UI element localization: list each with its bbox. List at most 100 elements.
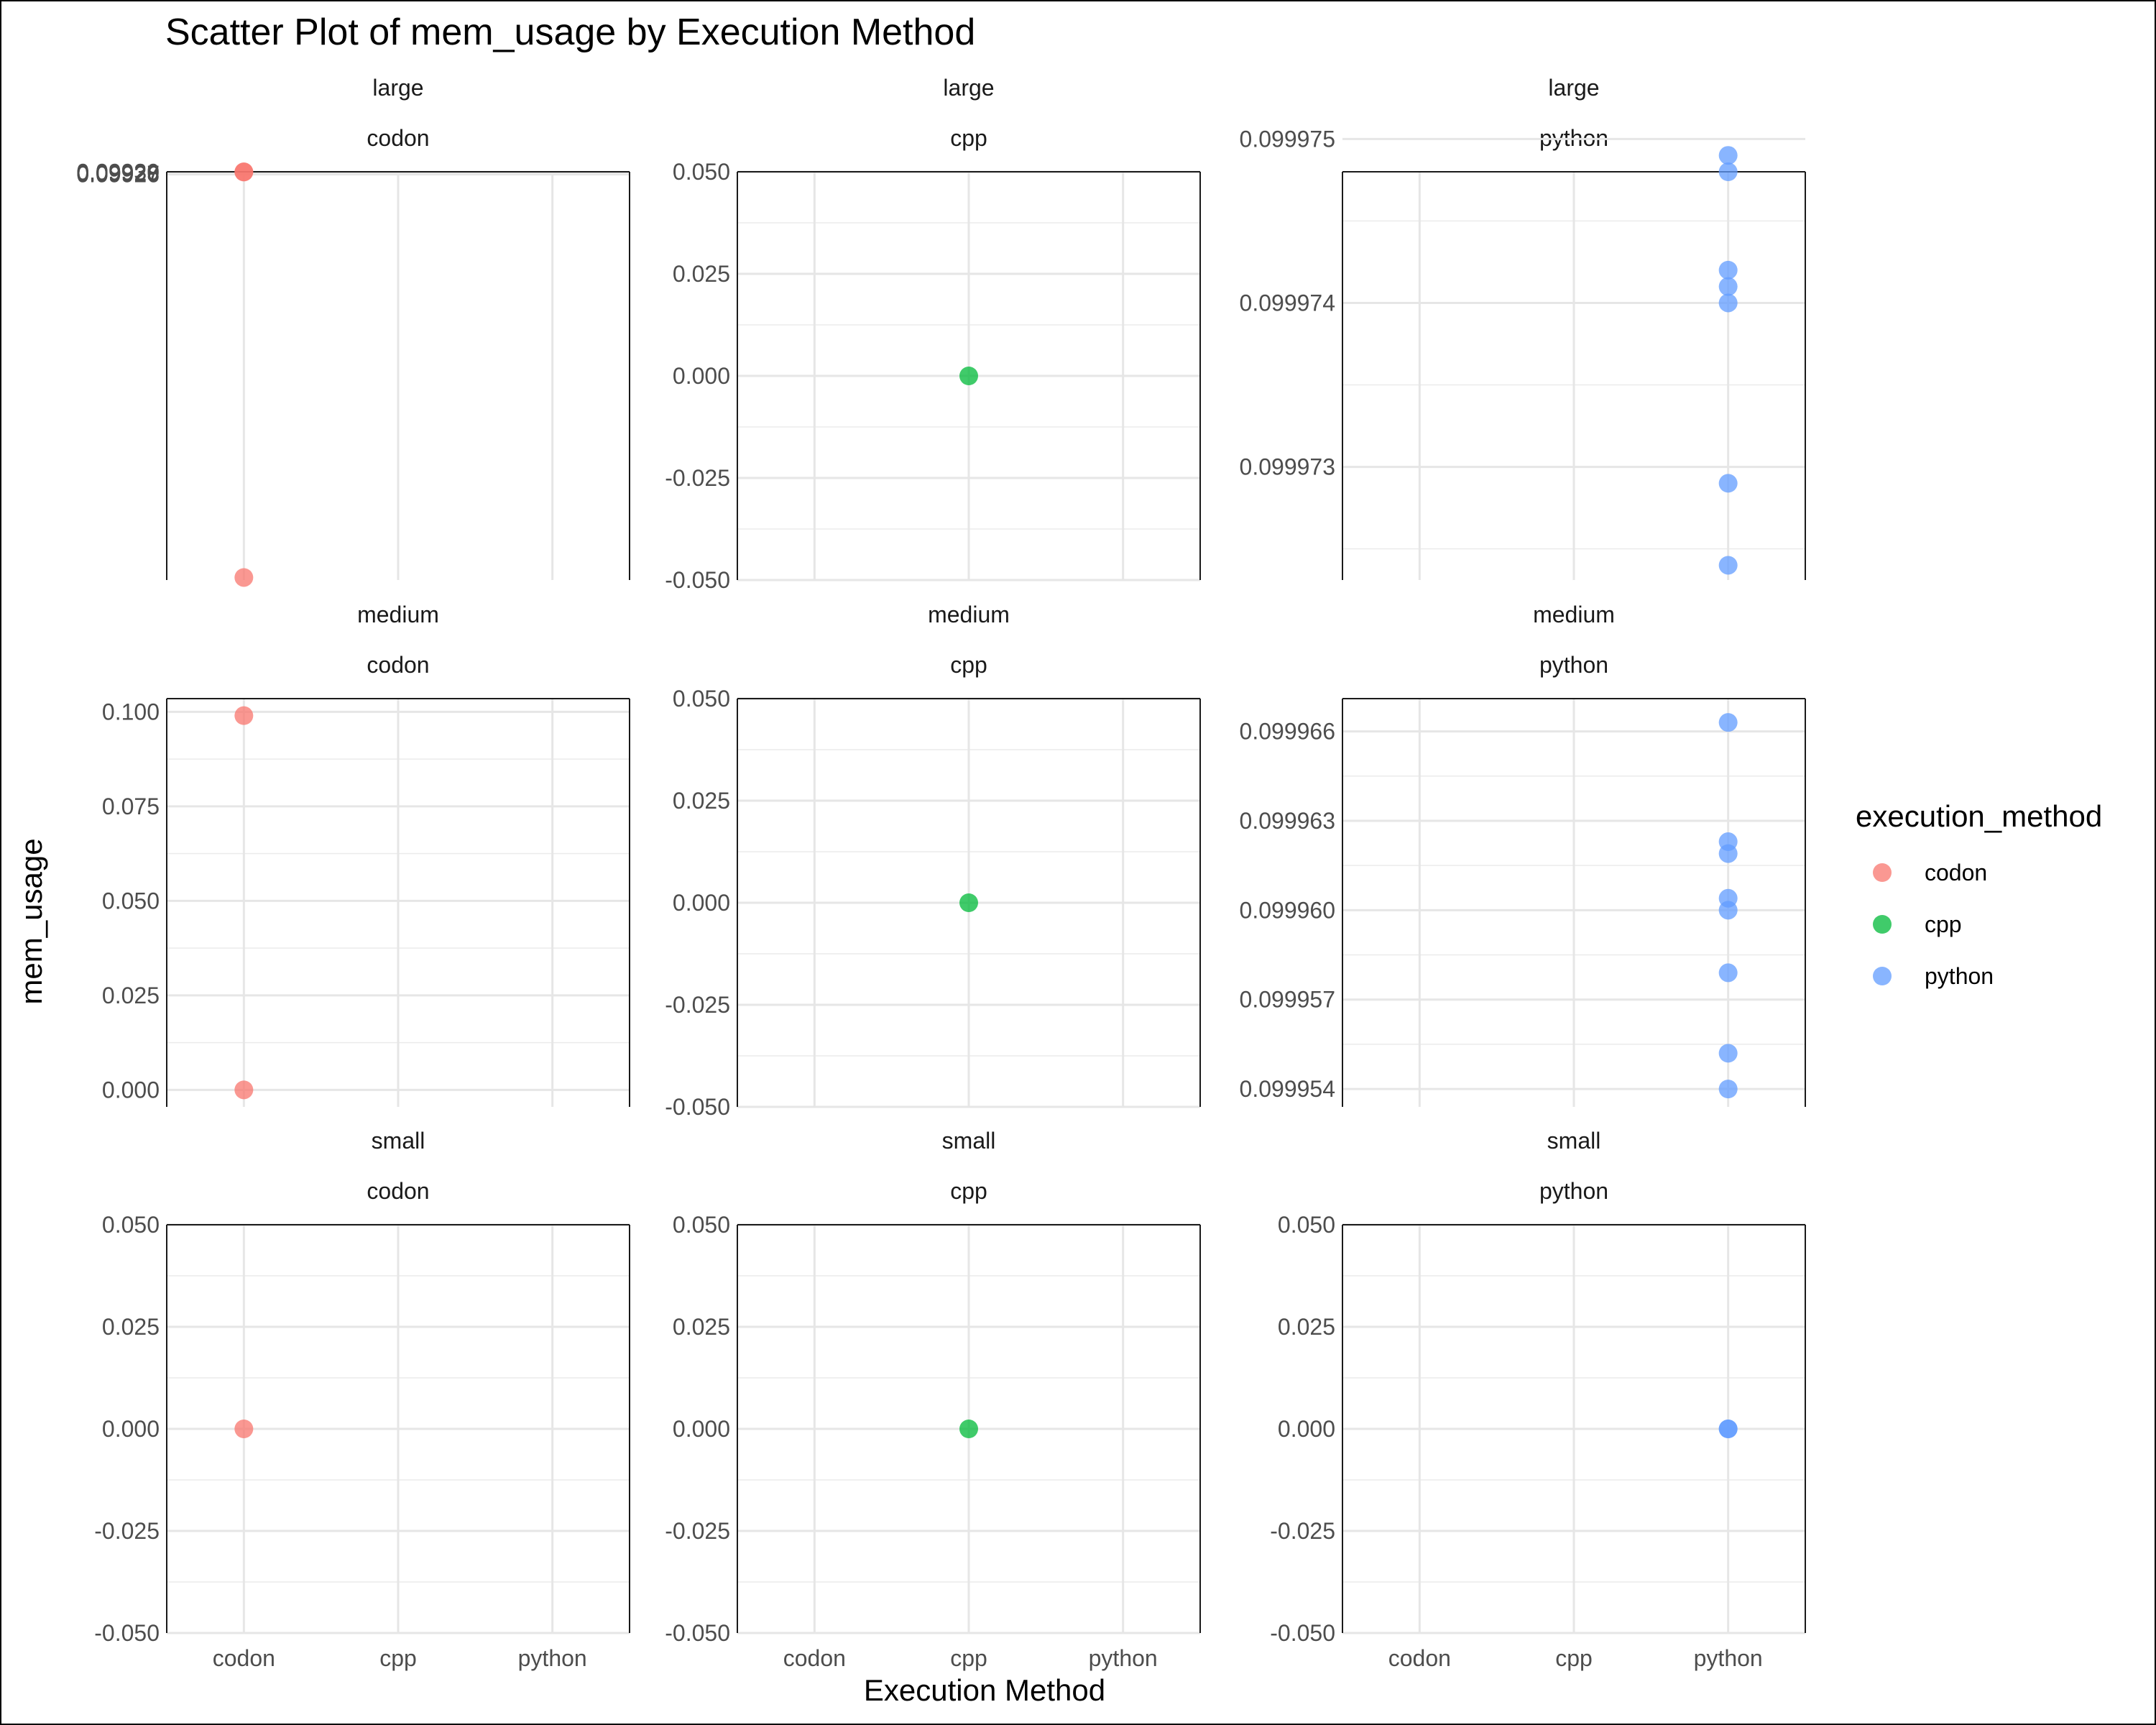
facet-strip-size: small — [1547, 1128, 1601, 1154]
data-point-codon — [234, 706, 254, 725]
y-tick-label: 0.099974 — [1240, 290, 1335, 316]
legend-key-python — [1873, 967, 1892, 985]
facet-strip-size: large — [372, 75, 423, 101]
data-point-codon — [234, 568, 254, 587]
legend-label-python: python — [1925, 963, 1994, 989]
y-tick-label: 0.099963 — [1240, 808, 1335, 834]
data-point-cpp — [959, 367, 978, 385]
x-tick-label: codon — [783, 1645, 846, 1671]
data-point-python — [1718, 1080, 1738, 1099]
legend-key-cpp — [1873, 915, 1892, 934]
y-tick-label: 0.099975 — [1240, 126, 1335, 152]
y-tick-label: 0.000 — [102, 1077, 160, 1103]
y-tick-label: 0.099966 — [1240, 719, 1335, 745]
y-tick-label: 0.050 — [102, 1212, 160, 1238]
y-tick-label: -0.025 — [665, 992, 730, 1018]
data-point-codon — [234, 1420, 254, 1438]
y-tick-label: -0.025 — [665, 465, 730, 491]
data-point-python — [1718, 901, 1738, 920]
facet-strip-method: python — [1539, 652, 1608, 678]
y-tick-label: 0.000 — [673, 363, 730, 389]
facet-strip-size: medium — [357, 602, 439, 627]
data-point-python — [1718, 1420, 1738, 1438]
data-point-codon — [234, 162, 254, 182]
facet-panel-medium-cpp: medium cpp -0.050 -0.025 0.000 0.025 0.050 — [665, 602, 1201, 1120]
facet-strip-size: large — [1548, 75, 1599, 101]
y-tick-label: 0.099973 — [1240, 454, 1335, 480]
facet-strip-method: cpp — [950, 125, 987, 151]
x-tick-label: python — [1694, 1645, 1763, 1671]
x-tick-label: codon — [213, 1645, 275, 1671]
chart-title: Scatter Plot of mem_usage by Execution M… — [165, 12, 975, 53]
x-tick-label: cpp — [1555, 1645, 1593, 1671]
facet-strip-method: python — [1539, 1178, 1608, 1204]
y-tick-label: -0.050 — [665, 1620, 730, 1646]
facet-strip-size: medium — [928, 602, 1010, 627]
facet-strip-size: small — [942, 1128, 996, 1154]
data-point-python — [1718, 844, 1738, 863]
data-point-python — [1718, 162, 1738, 181]
y-tick-label: -0.025 — [1270, 1518, 1335, 1544]
facet-strip-method: codon — [367, 652, 429, 678]
y-tick-label: -0.050 — [94, 1620, 160, 1646]
facet-panel-large-codon: large codon 0.099260.099270.099280.099290.… — [76, 75, 630, 587]
y-tick-label: 0.09927 — [76, 161, 160, 187]
x-tick-label: python — [1089, 1645, 1158, 1671]
y-tick-label: 0.025 — [102, 1314, 160, 1340]
data-point-python — [1718, 963, 1738, 983]
y-tick-label: 0.09930 — [76, 159, 160, 185]
y-tick-label: 0.025 — [673, 1314, 730, 1340]
legend-key-codon — [1873, 863, 1892, 882]
y-tick-label: 0.050 — [673, 1212, 730, 1238]
y-tick-label: 0.099960 — [1240, 897, 1335, 923]
y-tick-label: 0.050 — [102, 888, 160, 914]
y-tick-label: 0.000 — [1278, 1416, 1335, 1442]
y-tick-label: 0.025 — [102, 983, 160, 1008]
facet-grid: largecodon0.099260.099270.099280.099290.… — [76, 75, 1806, 1671]
y-tick-label: 0.09928 — [76, 160, 160, 186]
facet-strip-size: medium — [1533, 602, 1615, 627]
y-tick-label: 0.000 — [673, 1416, 730, 1442]
y-tick-label: -0.025 — [665, 1518, 730, 1544]
facet-panel-small-cpp: small cpp -0.050 -0.025 0.000 0.025 0.050 codon… — [665, 1128, 1201, 1671]
y-tick-label: 0.09929 — [76, 160, 160, 185]
y-tick-label: -0.050 — [665, 1094, 730, 1120]
data-point-python — [1718, 1044, 1738, 1063]
x-tick-label: cpp — [379, 1645, 417, 1671]
y-tick-label: -0.050 — [665, 567, 730, 593]
y-tick-label: 0.075 — [102, 794, 160, 819]
facet-panel-small-python: small python -0.050 -0.025 0.000 0.025 0.050 co… — [1270, 1128, 1806, 1671]
y-tick-label: 0.050 — [1278, 1212, 1335, 1238]
x-tick-label: python — [518, 1645, 587, 1671]
y-tick-label: 0.050 — [673, 686, 730, 712]
y-tick-label: 0.099954 — [1240, 1076, 1335, 1102]
legend: execution_method codon cpp python — [1856, 799, 2102, 989]
legend-title: execution_method — [1856, 799, 2102, 833]
y-tick-label: 0.09926 — [76, 162, 160, 188]
facet-strip-method: cpp — [950, 1178, 987, 1204]
data-point-python — [1718, 474, 1738, 493]
data-point-python — [1718, 713, 1738, 732]
y-tick-label: -0.025 — [94, 1518, 160, 1544]
x-tick-label: cpp — [950, 1645, 987, 1671]
data-point-codon — [234, 1080, 254, 1100]
facet-panel-small-codon: small codon -0.050 -0.025 0.000 0.025 0.050 cod… — [94, 1128, 630, 1671]
y-tick-label: 0.100 — [102, 699, 160, 724]
facet-strip-method: codon — [367, 1178, 429, 1204]
facet-panel-medium-codon: medium codon 0.000 0.025 0.050 0.075 0.100 — [102, 602, 630, 1107]
data-point-cpp — [959, 893, 978, 912]
data-point-python — [1718, 277, 1738, 296]
y-tick-label: 0.025 — [673, 788, 730, 814]
data-point-python — [1718, 146, 1738, 165]
y-tick-label: 0.025 — [673, 261, 730, 287]
x-axis-title: Execution Method — [864, 1673, 1105, 1707]
y-tick-label: -0.050 — [1270, 1620, 1335, 1646]
y-tick-label: 0.025 — [1278, 1314, 1335, 1340]
legend-label-codon: codon — [1925, 860, 1987, 886]
data-point-python — [1718, 556, 1738, 575]
data-point-cpp — [959, 1420, 978, 1438]
facet-panel-medium-python: medium python 0.099954 0.099957 0.099960 0.09… — [1240, 602, 1806, 1107]
